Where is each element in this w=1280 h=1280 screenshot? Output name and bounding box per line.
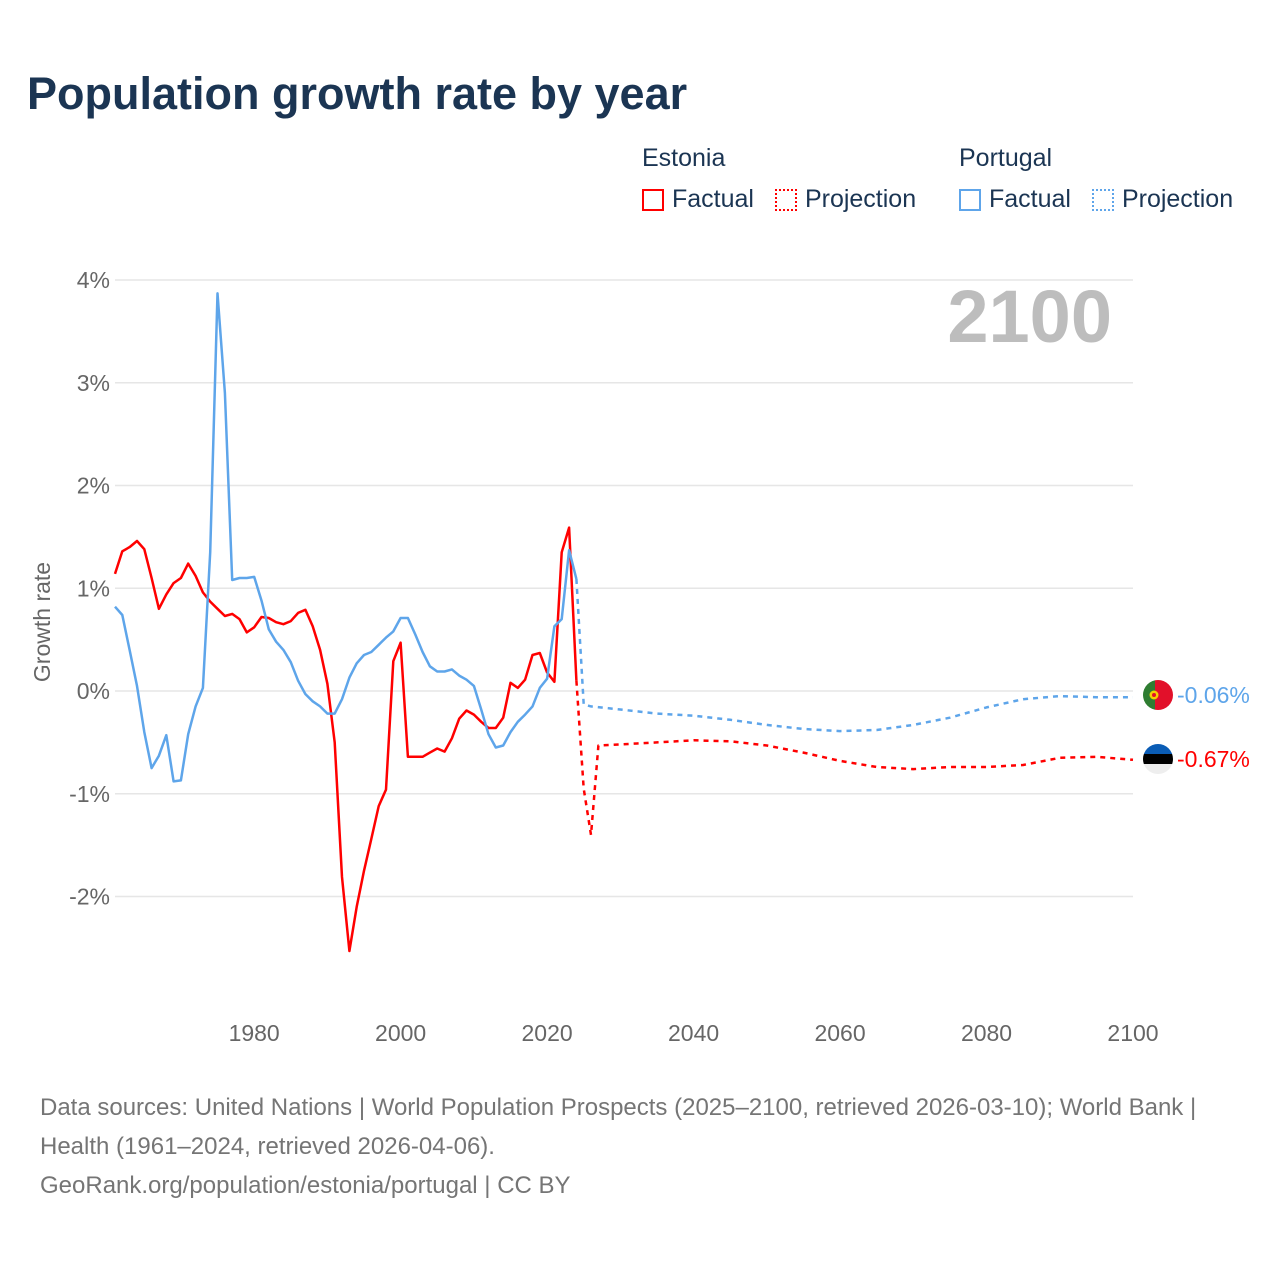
- legend-estonia-factual[interactable]: Factual: [642, 185, 754, 214]
- legend-country: Portugal: [959, 144, 1053, 172]
- y-tick-label: 1%: [77, 575, 110, 601]
- legend-country: Estonia: [642, 144, 726, 172]
- series-lines: [113, 292, 1134, 953]
- portugal-flag-icon: [1143, 680, 1173, 710]
- y-tick-label: -2%: [69, 884, 110, 910]
- legend-label: Factual: [672, 185, 754, 213]
- x-tick-label: 2060: [814, 1020, 865, 1046]
- estonia-flag-icon: [1143, 744, 1173, 774]
- solid-swatch-icon: [959, 188, 981, 211]
- estonia-projection-line: [575, 680, 1134, 837]
- legend-portugal: Portugal Factual Projection: [959, 144, 1233, 218]
- portugal-projection-line: [575, 578, 1133, 733]
- estonia-factual-line: [113, 526, 578, 953]
- legend-estonia: Estonia Factual Projection: [642, 144, 930, 218]
- y-tick-label: 0%: [77, 678, 110, 704]
- y-tick-label: 2%: [77, 473, 110, 499]
- y-tick-label: 4%: [77, 267, 110, 293]
- legend-portugal-factual[interactable]: Factual: [959, 185, 1071, 214]
- portugal-end-label: -0.06%: [1177, 682, 1250, 708]
- x-tick-label: 2000: [375, 1020, 426, 1046]
- year-label: 2100: [947, 275, 1112, 358]
- x-tick-label: 2100: [1107, 1020, 1158, 1046]
- x-tick-label: 2020: [522, 1020, 573, 1046]
- chart-title: Population growth rate by year: [27, 68, 688, 119]
- x-tick-label: 1980: [229, 1020, 280, 1046]
- legend-label: Projection: [804, 185, 917, 213]
- y-tick-label: -1%: [69, 781, 110, 807]
- estonia-end-label: -0.67%: [1177, 746, 1250, 772]
- data-sources: Data sources: United Nations | World Pop…: [40, 1094, 1197, 1160]
- dotted-swatch-icon: [774, 188, 797, 211]
- x-tick-label: 2040: [668, 1020, 719, 1046]
- solid-swatch-icon: [642, 188, 664, 211]
- legend-label: Factual: [989, 185, 1071, 213]
- y-tick-label: 3%: [77, 370, 110, 396]
- portugal-factual-line: [114, 292, 578, 783]
- gridlines: [115, 279, 1133, 898]
- legend-portugal-projection[interactable]: Projection: [1091, 185, 1234, 214]
- y-axis-label: Growth rate: [29, 562, 55, 682]
- x-axis-ticks: 1980 2000 2020 2040 2060 2080 2100: [229, 1020, 1159, 1046]
- x-tick-label: 2080: [961, 1020, 1012, 1046]
- y-axis-ticks: 4% 3% 2% 1% 0% -1% -2%: [69, 267, 110, 910]
- legend-estonia-projection[interactable]: Projection: [774, 185, 917, 214]
- credit-link[interactable]: GeoRank.org/population/estonia/portugal …: [40, 1172, 571, 1199]
- dotted-swatch-icon: [1091, 188, 1114, 211]
- legend-label: Projection: [1121, 185, 1234, 213]
- footer: Data sources: United Nations | World Pop…: [40, 1088, 1240, 1205]
